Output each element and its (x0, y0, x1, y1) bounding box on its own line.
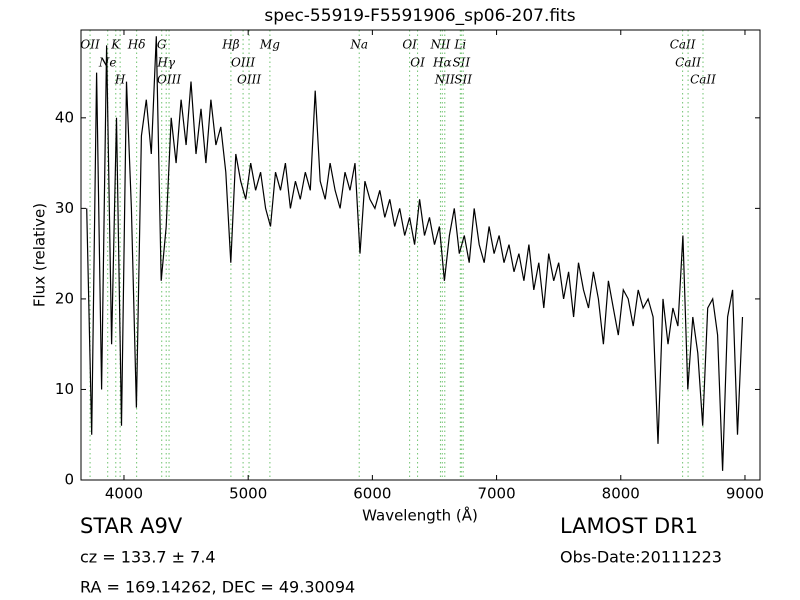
obs-date: Obs-Date:20111223 (560, 548, 722, 567)
x-tick-label: 7000 (477, 485, 515, 503)
line-label: G (157, 38, 167, 52)
line-label: SII (452, 56, 470, 70)
line-label: NII (429, 38, 450, 52)
survey: LAMOST DR1 (560, 514, 698, 538)
line-label: OIII (157, 73, 181, 87)
line-label: H (114, 73, 126, 87)
object-class: STAR A9V (80, 514, 183, 538)
x-tick-label: 8000 (602, 485, 640, 503)
line-label: OIII (231, 56, 255, 70)
x-axis-label: Wavelength (Å) (362, 506, 478, 525)
y-tick-label: 30 (55, 199, 74, 217)
chart-title: spec-55919-F5591906_sp06-207.fits (264, 6, 575, 26)
x-tick-label: 9000 (726, 485, 764, 503)
y-tick-label: 20 (55, 289, 74, 307)
line-label: OI (410, 56, 425, 70)
line-label: CaII (690, 73, 716, 87)
x-tick-label: 4000 (105, 485, 143, 503)
y-tick-label: 40 (55, 108, 74, 126)
line-label: K (110, 38, 121, 52)
line-label: Hδ (127, 38, 146, 52)
y-axis-label: Flux (relative) (31, 203, 49, 307)
line-label: Hβ (221, 38, 239, 52)
line-label: Li (453, 38, 466, 52)
line-label: Na (349, 38, 368, 52)
x-tick-label: 5000 (229, 485, 267, 503)
line-label: SII (454, 73, 472, 87)
spectrum-line (86, 36, 744, 471)
line-label: Mg (259, 38, 280, 52)
line-label: Hγ (156, 56, 175, 70)
plot-frame (80, 29, 761, 481)
line-label: CaII (670, 38, 696, 52)
x-tick-label: 6000 (353, 485, 391, 503)
line-label: Hα (432, 56, 452, 70)
line-label: OI (402, 38, 417, 52)
line-label: CaII (675, 56, 701, 70)
y-tick-label: 10 (55, 380, 74, 398)
line-label: NII (434, 73, 455, 87)
coordinates: RA = 169.14262, DEC = 49.30094 (80, 578, 355, 597)
y-tick-label: 0 (64, 471, 74, 489)
redshift: cz = 133.7 ± 7.4 (80, 548, 216, 567)
line-label: OII (80, 38, 100, 52)
line-label: OIII (237, 73, 261, 87)
